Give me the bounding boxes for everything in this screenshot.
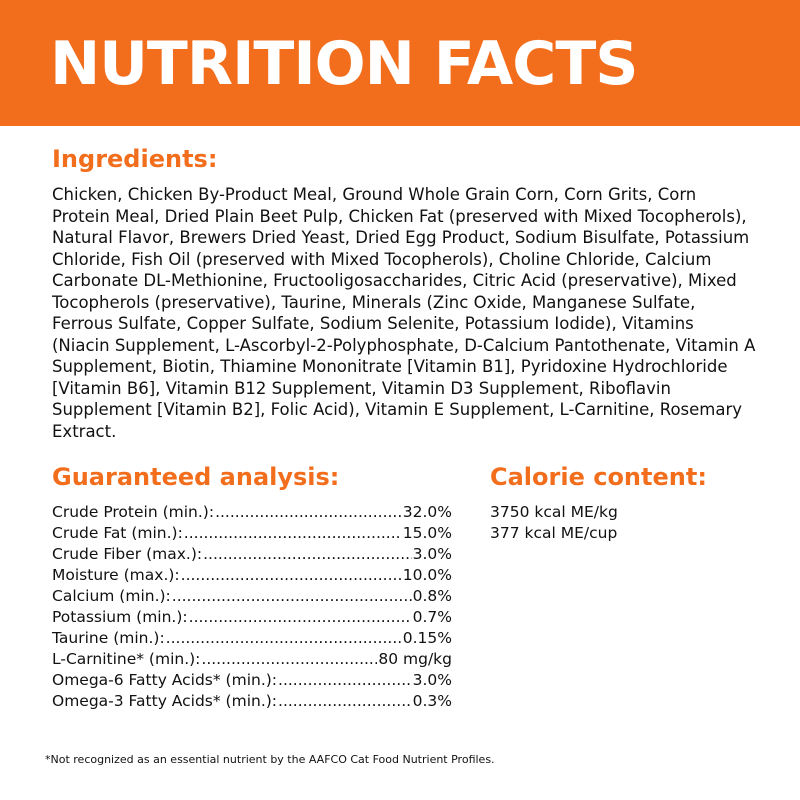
analysis-value: 0.3% bbox=[412, 692, 452, 710]
ingredients-heading: Ingredients: bbox=[52, 145, 218, 173]
calorie-per-cup: 377 kcal ME/cup bbox=[490, 524, 618, 542]
analysis-row-crude-fiber: Crude Fiber (max.): 3.0% bbox=[52, 544, 452, 565]
page-title: NUTRITION FACTS bbox=[50, 29, 638, 99]
dot-leader bbox=[278, 691, 412, 712]
analysis-row-crude-fat: Crude Fat (min.): 15.0% bbox=[52, 523, 452, 544]
analysis-row-omega-3: Omega-3 Fatty Acids* (min.): 0.3% bbox=[52, 691, 452, 712]
dot-leader bbox=[278, 670, 412, 691]
footnote: *Not recognized as an essential nutrient… bbox=[45, 753, 495, 766]
analysis-label: Omega-3 Fatty Acids* (min.): bbox=[52, 692, 278, 710]
guaranteed-analysis-heading: Guaranteed analysis: bbox=[52, 463, 340, 491]
analysis-value: 0.15% bbox=[402, 629, 452, 647]
analysis-label: Crude Fat (min.): bbox=[52, 524, 183, 542]
dot-leader bbox=[189, 607, 412, 628]
dot-leader bbox=[215, 502, 402, 523]
analysis-value: 15.0% bbox=[402, 524, 452, 542]
analysis-row-calcium: Calcium (min.): 0.8% bbox=[52, 586, 452, 607]
analysis-label: Crude Protein (min.): bbox=[52, 503, 215, 521]
analysis-label: Moisture (max.): bbox=[52, 566, 180, 584]
analysis-label: Crude Fiber (max.): bbox=[52, 545, 203, 563]
analysis-row-potassium: Potassium (min.): 0.7% bbox=[52, 607, 452, 628]
analysis-label: Calcium (min.): bbox=[52, 587, 171, 605]
dot-leader bbox=[184, 523, 402, 544]
analysis-value: 32.0% bbox=[402, 503, 452, 521]
analysis-label: L-Carnitine* (min.): bbox=[52, 650, 201, 668]
calorie-content-heading: Calorie content: bbox=[490, 463, 707, 491]
dot-leader bbox=[181, 565, 402, 586]
analysis-value: 80 mg/kg bbox=[378, 650, 452, 668]
analysis-row-taurine: Taurine (min.): 0.15% bbox=[52, 628, 452, 649]
calorie-content-list: 3750 kcal ME/kg 377 kcal ME/cup bbox=[490, 502, 618, 544]
dot-leader bbox=[172, 586, 412, 607]
header-banner: NUTRITION FACTS bbox=[0, 0, 800, 126]
dot-leader bbox=[203, 544, 412, 565]
guaranteed-analysis-list: Crude Protein (min.): 32.0% Crude Fat (m… bbox=[52, 502, 452, 712]
analysis-label: Omega-6 Fatty Acids* (min.): bbox=[52, 671, 278, 689]
analysis-label: Taurine (min.): bbox=[52, 629, 165, 647]
analysis-value: 3.0% bbox=[412, 671, 452, 689]
analysis-row-moisture: Moisture (max.): 10.0% bbox=[52, 565, 452, 586]
dot-leader bbox=[201, 649, 377, 670]
analysis-value: 0.8% bbox=[412, 587, 452, 605]
analysis-row-omega-6: Omega-6 Fatty Acids* (min.): 3.0% bbox=[52, 670, 452, 691]
analysis-value: 0.7% bbox=[412, 608, 452, 626]
analysis-row-l-carnitine: L-Carnitine* (min.): 80 mg/kg bbox=[52, 649, 452, 670]
dot-leader bbox=[166, 628, 402, 649]
analysis-label: Potassium (min.): bbox=[52, 608, 188, 626]
analysis-value: 10.0% bbox=[402, 566, 452, 584]
analysis-row-crude-protein: Crude Protein (min.): 32.0% bbox=[52, 502, 452, 523]
calorie-per-kg: 3750 kcal ME/kg bbox=[490, 503, 618, 521]
analysis-value: 3.0% bbox=[412, 545, 452, 563]
ingredients-text: Chicken, Chicken By-Product Meal, Ground… bbox=[52, 185, 756, 441]
